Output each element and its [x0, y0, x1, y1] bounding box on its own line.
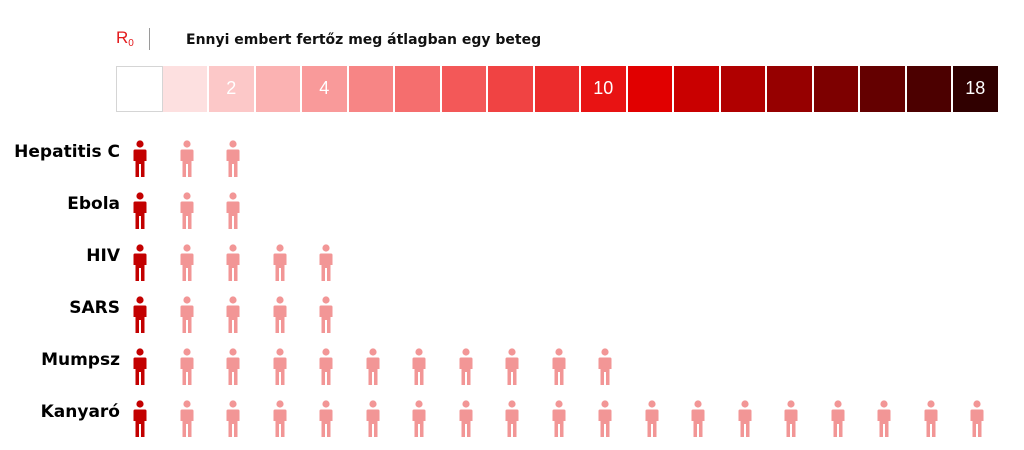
scale-cell — [488, 66, 535, 112]
infected-person-icon — [224, 140, 242, 178]
pictogram-row: SARS — [0, 286, 1024, 338]
infected-person-icon — [271, 400, 289, 438]
scale-cell — [395, 66, 442, 112]
infected-person-icon — [178, 192, 196, 230]
pictogram-row: HIV — [0, 234, 1024, 286]
scale-tick-label: 10 — [593, 78, 614, 98]
infected-person-icon — [550, 400, 568, 438]
scale-cell — [441, 66, 488, 112]
infected-person-icon — [596, 400, 614, 438]
source-person-icon — [131, 192, 149, 230]
infected-person-icon — [550, 348, 568, 386]
infected-person-icon — [224, 192, 242, 230]
infected-person-icon — [968, 400, 986, 438]
source-person-icon — [131, 296, 149, 334]
scale-tick-label: 4 — [319, 78, 330, 98]
pictogram-row: Mumpsz — [0, 338, 1024, 390]
infected-person-icon — [317, 244, 335, 282]
infected-person-icon — [457, 400, 475, 438]
source-person-icon — [131, 400, 149, 438]
infected-person-icon — [178, 244, 196, 282]
infected-person-icon — [503, 400, 521, 438]
disease-label: HIV — [86, 246, 120, 266]
infected-person-icon — [317, 296, 335, 334]
infected-person-icon — [875, 400, 893, 438]
pictogram-row: Hepatitis C — [0, 130, 1024, 182]
scale-tick-label: 2 — [226, 78, 237, 98]
source-person-icon — [131, 244, 149, 282]
infected-person-icon — [922, 400, 940, 438]
infected-person-icon — [410, 348, 428, 386]
infected-person-icon — [224, 244, 242, 282]
infected-person-icon — [503, 348, 521, 386]
infected-person-icon — [689, 400, 707, 438]
disease-label: Mumpsz — [41, 350, 120, 370]
scale-cell — [534, 66, 581, 112]
infected-person-icon — [596, 348, 614, 386]
infected-person-icon — [317, 400, 335, 438]
infected-person-icon — [364, 348, 382, 386]
source-person-icon — [131, 140, 149, 178]
disease-label: Kanyaró — [40, 402, 120, 422]
infected-person-icon — [782, 400, 800, 438]
scale-cell: 18 — [953, 66, 1000, 112]
pictogram-row: Ebola — [0, 182, 1024, 234]
infected-person-icon — [410, 400, 428, 438]
scale-cell — [813, 66, 860, 112]
infected-person-icon — [364, 400, 382, 438]
infected-person-icon — [178, 348, 196, 386]
infected-person-icon — [224, 296, 242, 334]
infected-person-icon — [224, 400, 242, 438]
disease-label: SARS — [69, 298, 120, 318]
r0-color-scale: 2 4 10 18 — [116, 66, 1000, 112]
scale-cell — [116, 66, 163, 112]
infected-person-icon — [178, 296, 196, 334]
infected-person-icon — [829, 400, 847, 438]
disease-label: Ebola — [67, 194, 120, 214]
chart-title: Ennyi embert fertőz meg átlagban egy bet… — [186, 32, 542, 48]
r0-symbol: R0 — [116, 28, 134, 49]
infected-person-icon — [178, 400, 196, 438]
infected-person-icon — [224, 348, 242, 386]
scale-cell — [906, 66, 953, 112]
infected-person-icon — [643, 400, 661, 438]
scale-cell — [720, 66, 767, 112]
chart-header: R0 Ennyi embert fertőz meg átlagban egy … — [0, 0, 1024, 60]
scale-tick-label: 18 — [965, 78, 986, 98]
infected-person-icon — [271, 244, 289, 282]
infected-person-icon — [271, 348, 289, 386]
infected-person-icon — [457, 348, 475, 386]
pictogram-rows: Hepatitis C Ebola HIV SARS Mumpsz Kanyaró — [0, 130, 1024, 450]
scale-cell — [348, 66, 395, 112]
scale-cell — [674, 66, 721, 112]
header-separator — [149, 28, 150, 50]
scale-cell: 10 — [581, 66, 628, 112]
scale-cell: 2 — [209, 66, 256, 112]
infected-person-icon — [736, 400, 754, 438]
scale-cell — [162, 66, 209, 112]
source-person-icon — [131, 348, 149, 386]
scale-cell — [860, 66, 907, 112]
scale-cell: 4 — [302, 66, 349, 112]
scale-cell — [627, 66, 674, 112]
infected-person-icon — [271, 296, 289, 334]
infected-person-icon — [317, 348, 335, 386]
pictogram-row: Kanyaró — [0, 390, 1024, 442]
scale-cell — [255, 66, 302, 112]
disease-label: Hepatitis C — [14, 142, 120, 162]
infected-person-icon — [178, 140, 196, 178]
scale-cell — [767, 66, 814, 112]
